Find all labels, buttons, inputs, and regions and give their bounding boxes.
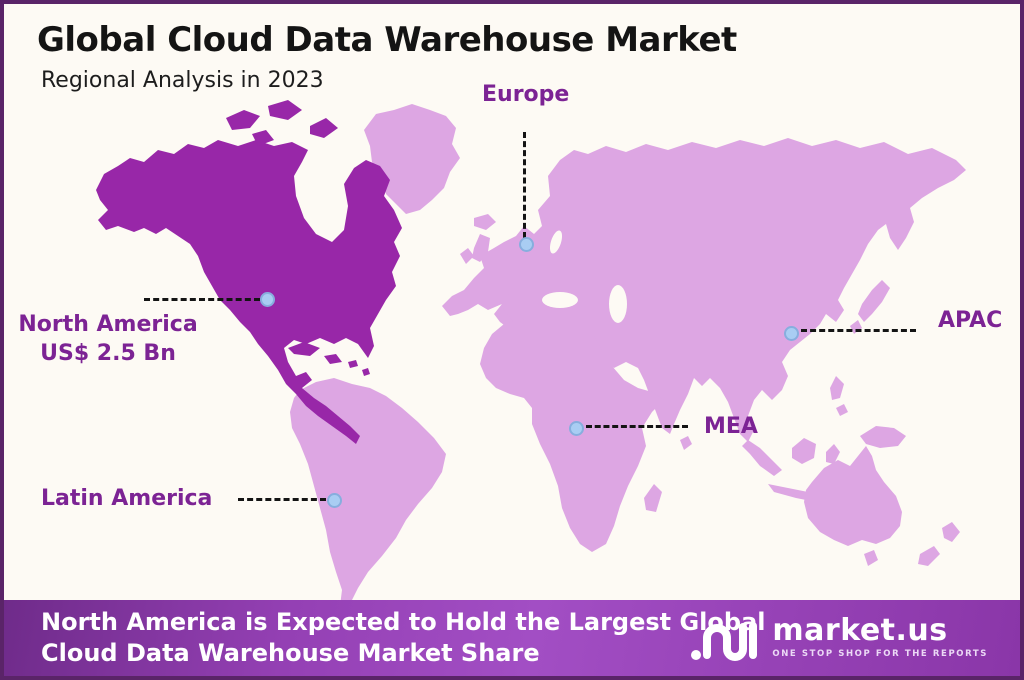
brand-text: market.us ONE STOP SHOP FOR THE REPORTS [772, 612, 988, 659]
region-label-apac: APAC [938, 308, 1003, 333]
inland-seas [542, 230, 627, 323]
mea-leader-line [586, 425, 688, 428]
page-title: Global Cloud Data Warehouse Market [37, 20, 737, 60]
landmass-north-america [96, 140, 402, 444]
region-label-mea: MEA [704, 414, 758, 439]
continents-light [290, 104, 966, 606]
brand-block: market.us ONE STOP SHOP FOR THE REPORTS [688, 608, 988, 666]
landmass-australia [804, 446, 902, 546]
latin-america-marker [327, 493, 342, 508]
brand-tagline: ONE STOP SHOP FOR THE REPORTS [772, 648, 988, 659]
landmass-south-america [290, 378, 446, 606]
north-america-name: North America [18, 312, 198, 337]
latin-america-leader-line [238, 498, 326, 501]
world-map [96, 100, 966, 606]
north-america-value: US$ 2.5 Bn [40, 341, 176, 366]
footer-headline-line2: Cloud Data Warehouse Market Share [41, 639, 540, 667]
north-america-leader-line [144, 298, 260, 301]
continent-north-america-highlight [96, 100, 402, 444]
region-label-latin-america: Latin America [41, 486, 213, 511]
mea-marker [569, 421, 584, 436]
footer-headline: North America is Expected to Hold the La… [41, 607, 766, 669]
europe-marker [519, 237, 534, 252]
apac-marker [784, 326, 799, 341]
europe-leader-line [523, 132, 526, 238]
marketus-logo-icon [691, 622, 758, 661]
landmass-greenland [364, 104, 460, 214]
footer-banner: North America is Expected to Hold the La… [4, 600, 1020, 676]
brand-name: market.us [772, 612, 948, 648]
north-america-marker [260, 292, 275, 307]
page-subtitle: Regional Analysis in 2023 [41, 68, 324, 93]
footer-headline-line1: North America is Expected to Hold the La… [41, 608, 766, 636]
apac-leader-line [801, 329, 916, 332]
region-label-north-america: North America US$ 2.5 Bn [8, 310, 208, 368]
region-label-europe: Europe [482, 82, 570, 107]
